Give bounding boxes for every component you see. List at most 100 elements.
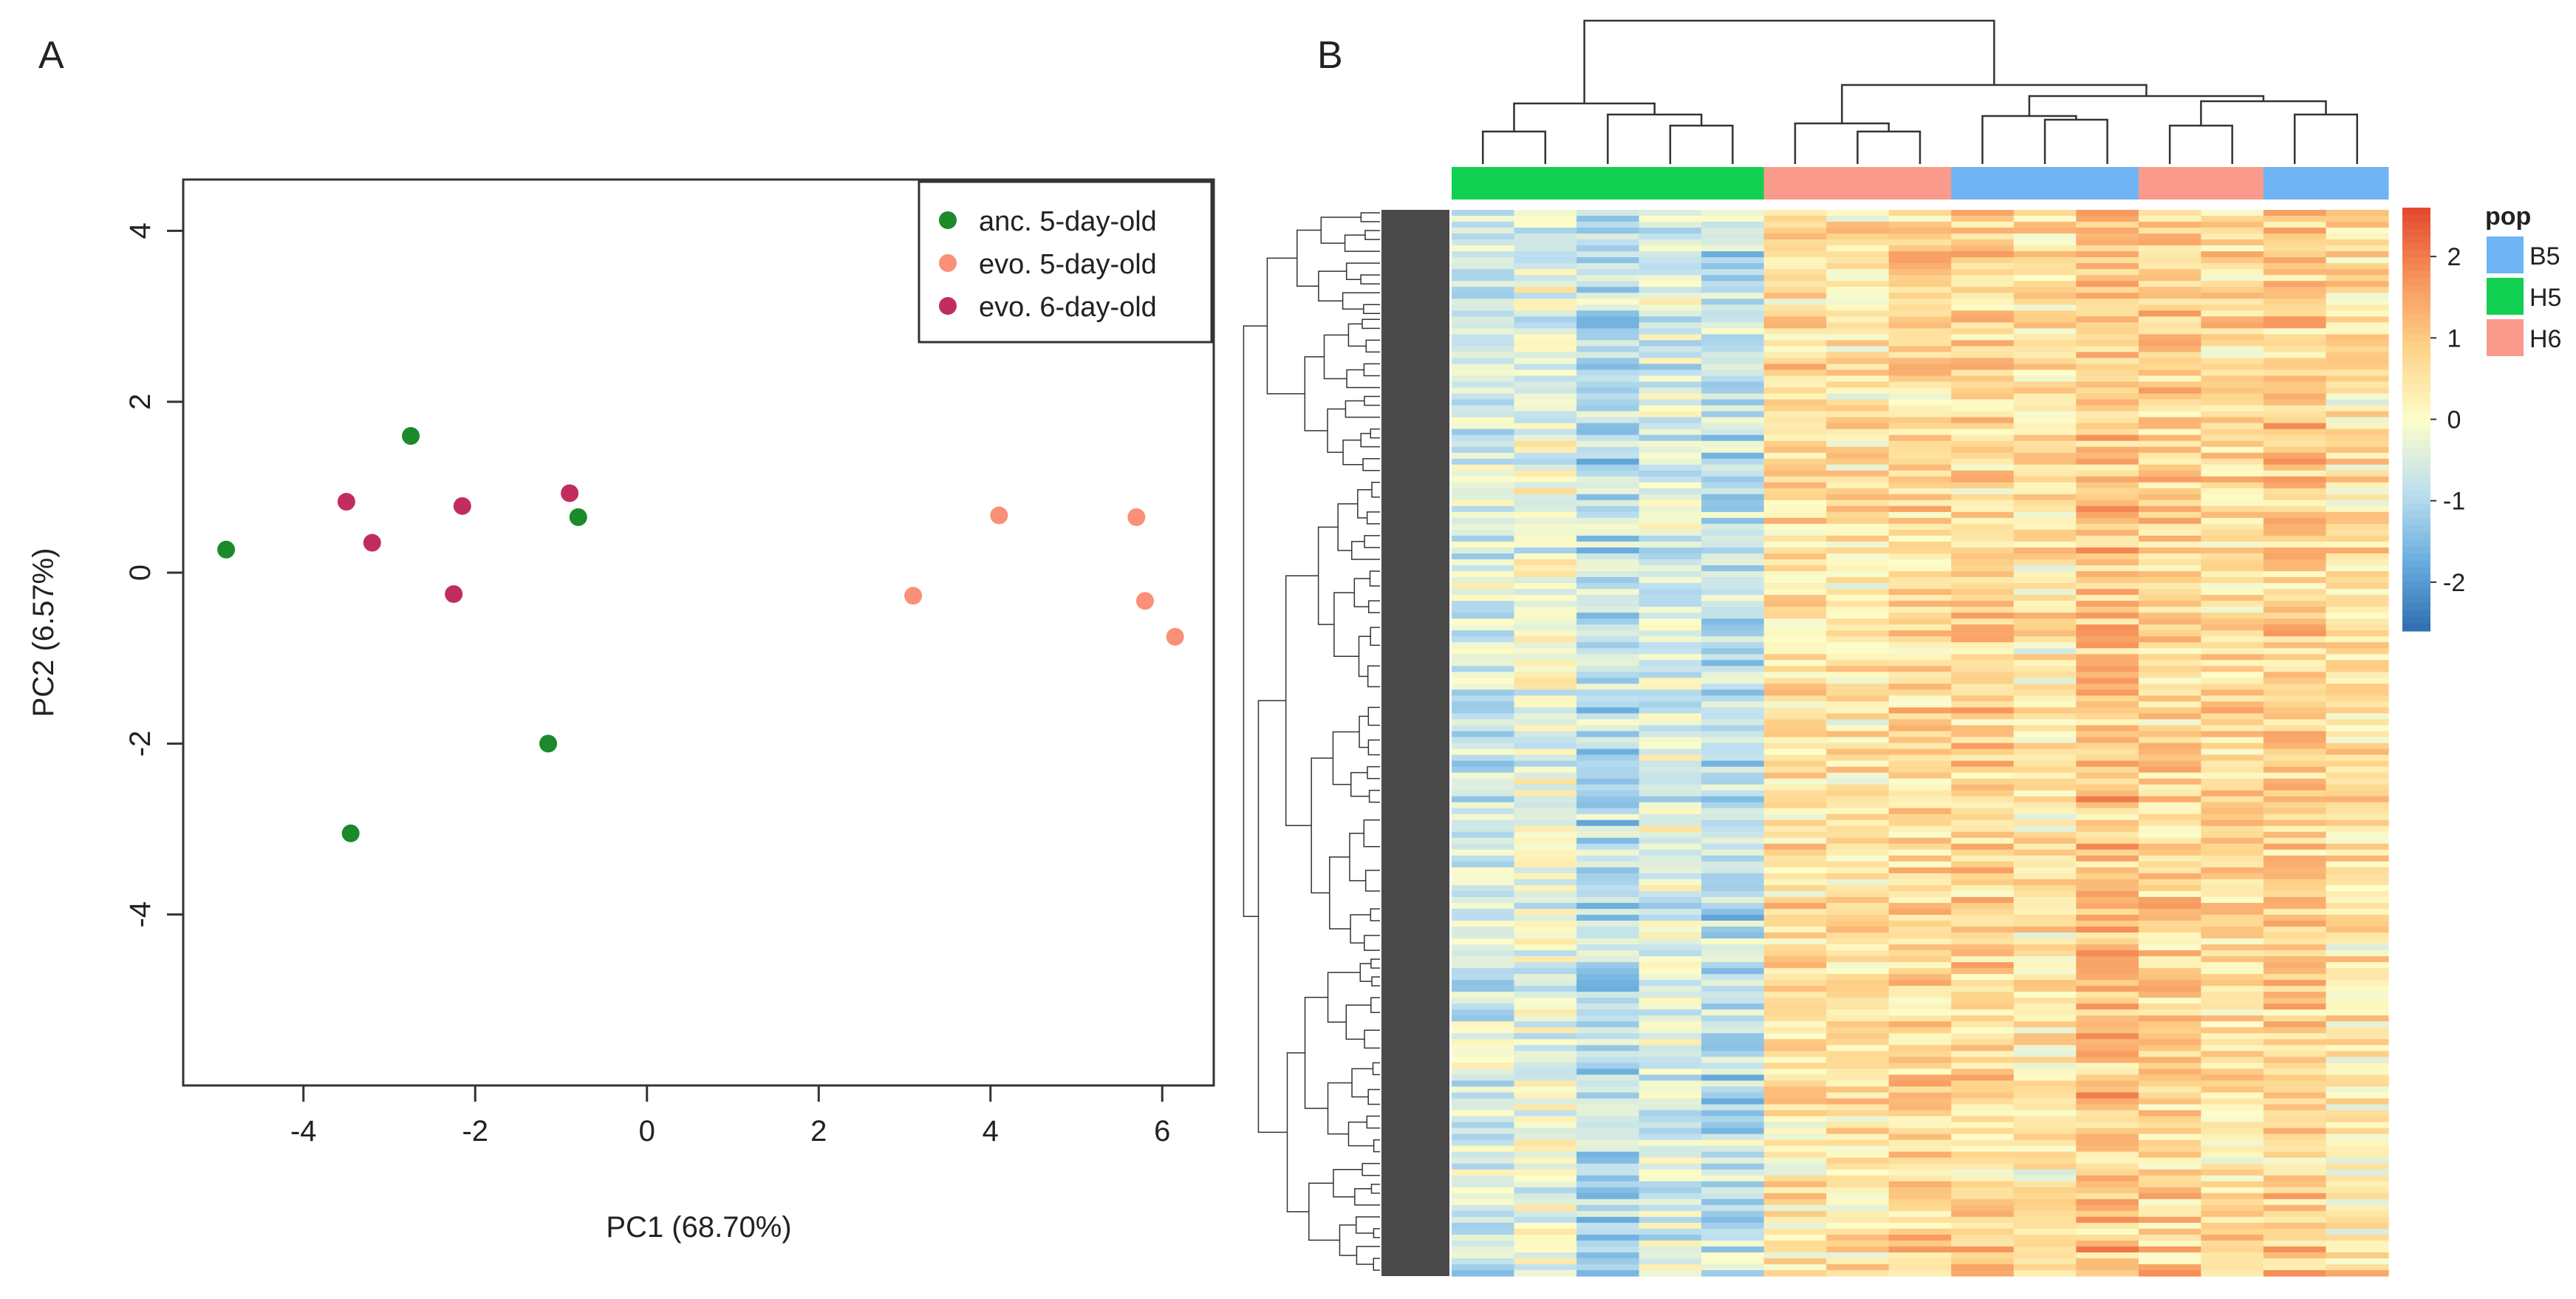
heatmap-cell xyxy=(2138,210,2201,216)
heatmap-cell xyxy=(2201,488,2264,495)
heatmap-cell xyxy=(1826,974,1890,981)
heatmap-cell xyxy=(2263,1269,2327,1277)
color-scale-step xyxy=(2402,306,2430,314)
heatmap-cell xyxy=(2138,364,2201,371)
heatmap-cell xyxy=(1576,417,1640,424)
heatmap-cell xyxy=(2263,938,2327,945)
heatmap-cell xyxy=(1763,986,1827,992)
heatmap-cell xyxy=(2076,565,2139,572)
heatmap-cell xyxy=(1514,974,1577,981)
heatmap-cell xyxy=(1763,476,1827,483)
heatmap-cell xyxy=(1576,683,1640,690)
heatmap-cell xyxy=(1763,387,1827,395)
heatmap-cell xyxy=(2076,1051,2139,1057)
heatmap-cell xyxy=(2076,358,2139,365)
heatmap-cell xyxy=(2138,1269,2201,1277)
heatmap-cell xyxy=(2076,950,2139,957)
heatmap-cell xyxy=(1763,239,1827,246)
heatmap-cell xyxy=(1701,1003,1765,1010)
heatmap-cell xyxy=(1763,1240,1827,1247)
row-dendrogram-branch xyxy=(1327,972,1361,1023)
heatmap-cell xyxy=(1639,411,1702,418)
heatmap-cell xyxy=(2076,760,2139,768)
heatmap-cell xyxy=(2013,1051,2077,1057)
heatmap-cell xyxy=(1763,743,1827,750)
heatmap-cell xyxy=(1763,369,1827,377)
heatmap-cell xyxy=(1701,849,1765,856)
heatmap-cell xyxy=(1452,873,1515,880)
heatmap-cell xyxy=(1701,257,1765,264)
heatmap-cell xyxy=(1951,346,2015,352)
heatmap-cell xyxy=(1514,695,1577,702)
heatmap-cell xyxy=(1701,565,1765,572)
heatmap-cell xyxy=(2138,595,2201,601)
heatmap-cell xyxy=(1452,796,1515,803)
heatmap-cell xyxy=(2076,1187,2139,1194)
heatmap-cell xyxy=(1701,921,1765,927)
heatmap-cell xyxy=(1888,517,1952,525)
heatmap-cell xyxy=(2138,476,2201,483)
heatmap-cell xyxy=(2076,772,2139,780)
heatmap-cell xyxy=(2013,654,2077,661)
heatmap-cell xyxy=(1951,731,2015,738)
heatmap-cell xyxy=(1514,956,1577,963)
panel-a-label: A xyxy=(38,34,64,77)
heatmap-cell xyxy=(1888,683,1952,690)
heatmap-cell xyxy=(1826,766,1890,774)
heatmap-cell xyxy=(1701,1110,1765,1117)
heatmap-cell xyxy=(2263,500,2327,507)
heatmap-cell xyxy=(2013,701,2077,708)
heatmap-cell xyxy=(1639,216,1702,222)
heatmap-cell xyxy=(1701,1234,1765,1241)
heatmap-cell xyxy=(2263,890,2327,898)
heatmap-cell xyxy=(1701,831,1765,839)
heatmap-cell xyxy=(1951,488,2015,495)
heatmap-cell xyxy=(1452,440,1515,448)
heatmap-cell xyxy=(1514,233,1577,240)
heatmap-cell xyxy=(1576,772,1640,780)
heatmap-cell xyxy=(1826,992,1890,998)
heatmap-cell xyxy=(2076,1222,2139,1230)
heatmap-cell xyxy=(2201,1057,2264,1063)
heatmap-cell xyxy=(1452,956,1515,963)
heatmap-cell xyxy=(1639,1027,1702,1034)
heatmap-cell xyxy=(1576,1110,1640,1117)
heatmap-cell xyxy=(1951,884,2015,892)
heatmap-cell xyxy=(1514,861,1577,868)
heatmap-cell xyxy=(1639,784,1702,791)
heatmap-cell xyxy=(1826,719,1890,726)
heatmap-cell xyxy=(1951,1234,2015,1241)
heatmap-cell xyxy=(2326,843,2389,850)
heatmap-cell xyxy=(2013,630,2077,637)
heatmap-cell xyxy=(2076,825,2139,833)
heatmap-cell xyxy=(2326,861,2389,868)
heatmap-cell xyxy=(1639,559,1702,566)
heatmap-cell xyxy=(2326,257,2389,264)
heatmap-cell xyxy=(2326,642,2389,649)
heatmap-cell xyxy=(1701,1157,1765,1165)
heatmap-cell xyxy=(1639,565,1702,572)
heatmap-cell xyxy=(2013,429,2077,436)
row-dendrogram-branch xyxy=(1372,1062,1380,1076)
heatmap-cell xyxy=(1763,725,1827,732)
heatmap-cell xyxy=(1763,257,1827,264)
heatmap-cell xyxy=(2326,299,2389,305)
heatmap-cell xyxy=(2013,884,2077,892)
heatmap-cell xyxy=(1701,340,1765,347)
heatmap-cell xyxy=(1576,1074,1640,1082)
heatmap-cell xyxy=(1576,1045,1640,1051)
dendrogram-branch xyxy=(1607,113,1703,164)
heatmap-cell xyxy=(1514,393,1577,400)
heatmap-cell xyxy=(2138,541,2201,548)
point-anc-5-day-old xyxy=(539,734,558,753)
heatmap-cell xyxy=(1576,310,1640,317)
heatmap-cell xyxy=(1888,1104,1952,1111)
heatmap-cell xyxy=(1452,630,1515,637)
heatmap-cell xyxy=(1951,269,2015,276)
heatmap-cell xyxy=(1514,452,1577,460)
heatmap-cell xyxy=(1514,399,1577,406)
heatmap-cell xyxy=(1888,553,1952,560)
heatmap-cell xyxy=(1576,902,1640,910)
heatmap-cell xyxy=(2138,707,2201,715)
color-scale-step xyxy=(2402,214,2430,222)
